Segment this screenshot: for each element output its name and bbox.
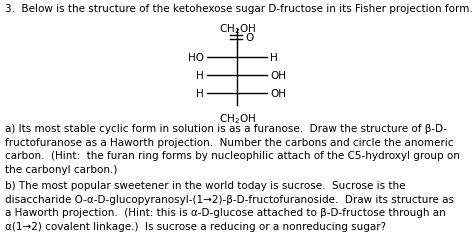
Text: b) The most popular sweetener in the world today is sucrose.  Sucrose is the
dis: b) The most popular sweetener in the wor… xyxy=(5,180,454,231)
Text: OH: OH xyxy=(270,71,286,81)
Text: a) Its most stable cyclic form in solution is as a furanose.  Draw the structure: a) Its most stable cyclic form in soluti… xyxy=(5,124,460,174)
Text: 3.  Below is the structure of the ketohexose sugar D-fructose in its Fisher proj: 3. Below is the structure of the ketohex… xyxy=(5,4,473,14)
Text: H: H xyxy=(270,53,278,63)
Text: HO: HO xyxy=(188,53,204,63)
Text: CH$_2$OH: CH$_2$OH xyxy=(219,22,255,36)
Text: H: H xyxy=(196,89,204,99)
Text: OH: OH xyxy=(270,89,286,99)
Text: CH$_2$OH: CH$_2$OH xyxy=(219,112,255,125)
Text: H: H xyxy=(196,71,204,81)
Text: O: O xyxy=(245,33,253,43)
